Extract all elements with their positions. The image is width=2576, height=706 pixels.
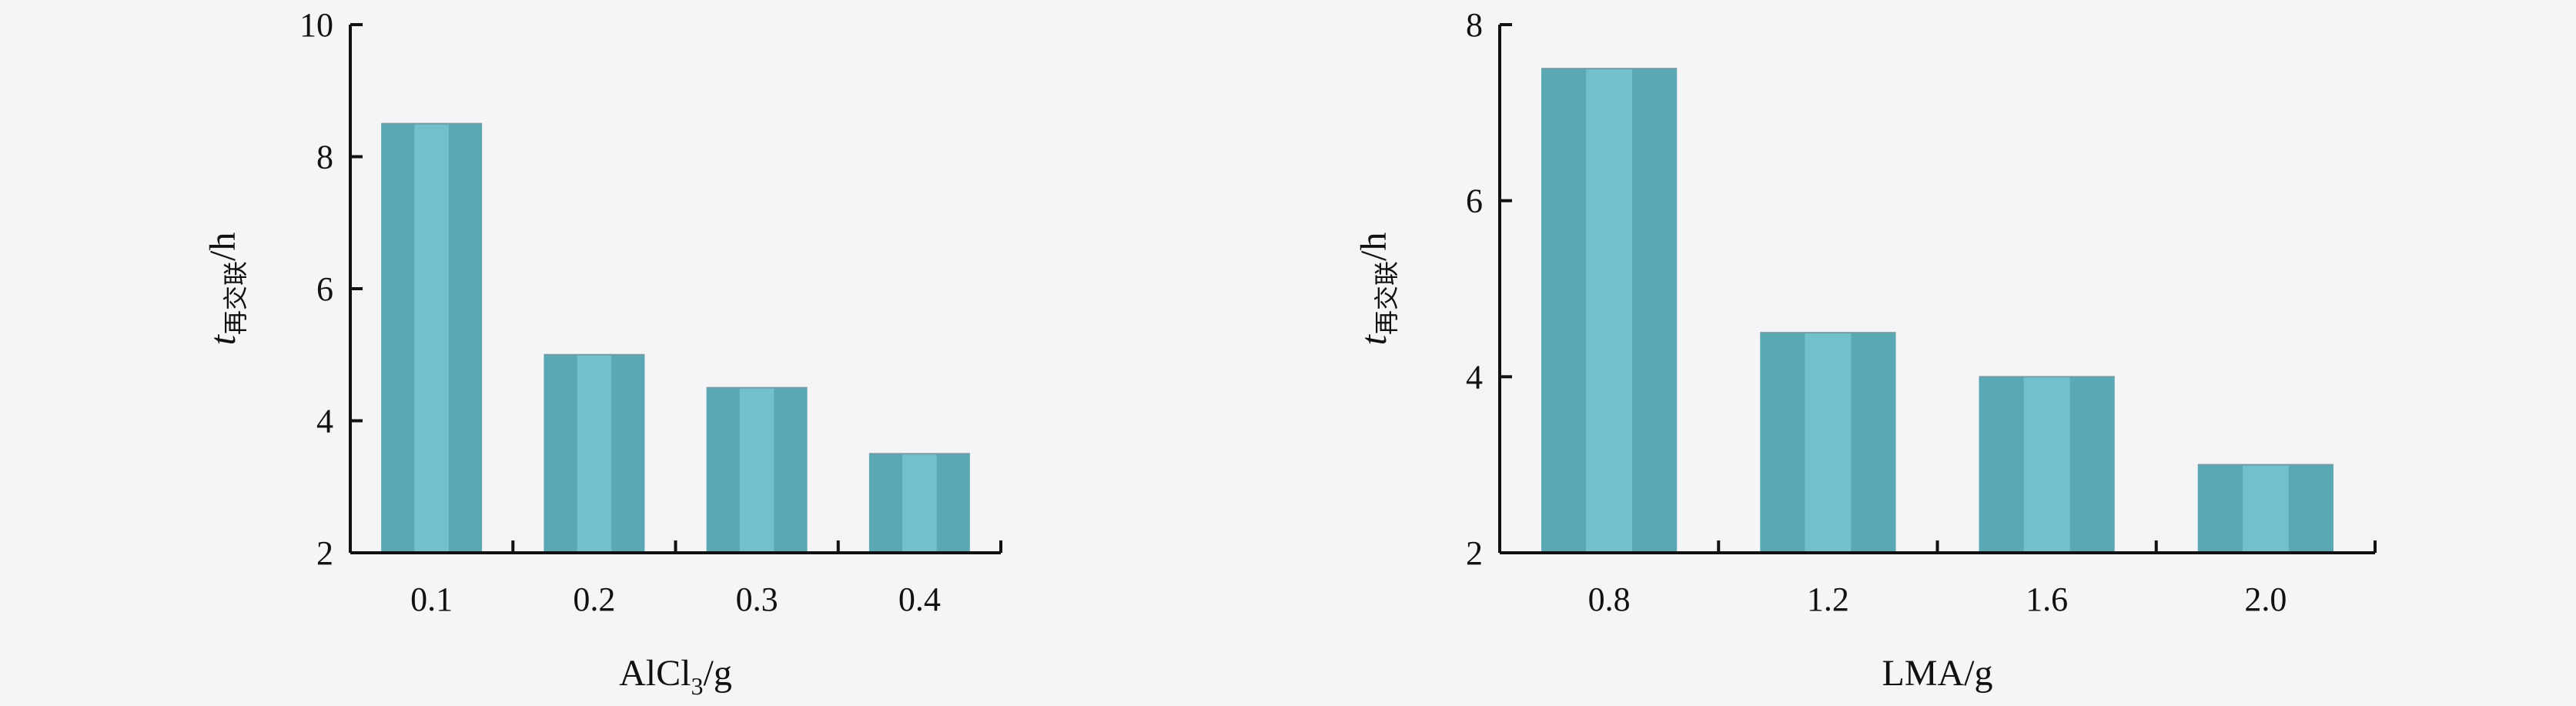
y-tick-label: 2 [316, 534, 333, 572]
y-tick-label: 10 [299, 6, 333, 44]
x-tick-label: 0.1 [410, 581, 453, 618]
bar-highlight [414, 123, 449, 553]
y-axis-label: t再交联/h [202, 233, 249, 346]
bar [1760, 332, 1896, 553]
x-axis-label: LMA/g [1882, 653, 1992, 694]
bar [868, 453, 970, 553]
bar-highlight [1586, 69, 1633, 553]
x-tick-label: 0.3 [736, 581, 778, 618]
bar [1979, 376, 2115, 553]
y-tick-label: 8 [1466, 6, 1483, 44]
x-tick-label: 0.4 [898, 581, 941, 618]
bar-highlight [2023, 376, 2070, 553]
bar-highlight [739, 387, 774, 553]
y-tick-label: 8 [316, 139, 333, 176]
x-tick-label: 1.6 [2026, 581, 2068, 618]
bar-highlight [1805, 333, 1852, 553]
y-tick-label: 6 [316, 270, 333, 308]
x-tick-label: 1.2 [1807, 581, 1849, 618]
bar [706, 386, 808, 553]
x-tick-label: 0.8 [1588, 581, 1631, 618]
chart-lma: 2 4 6 8 0.8 1.2 1.6 2.0 LMA/g t再交联/h [1353, 6, 2377, 694]
bar-highlight [902, 453, 937, 553]
y-tick-label: 6 [1466, 182, 1483, 220]
bar-highlight [577, 354, 612, 553]
x-tick-label: 0.2 [573, 581, 615, 618]
x-tick-label: 2.0 [2244, 581, 2287, 618]
chart-alcl3: 2 4 6 8 10 0.1 0.2 0.3 0.4 AlCl3/g t再交联/h [202, 6, 1002, 700]
y-tick-label: 4 [316, 403, 333, 440]
y-tick-label: 2 [1466, 534, 1483, 572]
bar [1541, 68, 1678, 553]
y-axis-label: t再交联/h [1353, 233, 1400, 346]
x-axis-label: AlCl3/g [619, 653, 732, 700]
bar-highlight [2242, 464, 2289, 553]
bar [2197, 463, 2333, 553]
bar [381, 122, 483, 553]
bar [544, 353, 645, 553]
y-tick-label: 4 [1466, 358, 1483, 396]
